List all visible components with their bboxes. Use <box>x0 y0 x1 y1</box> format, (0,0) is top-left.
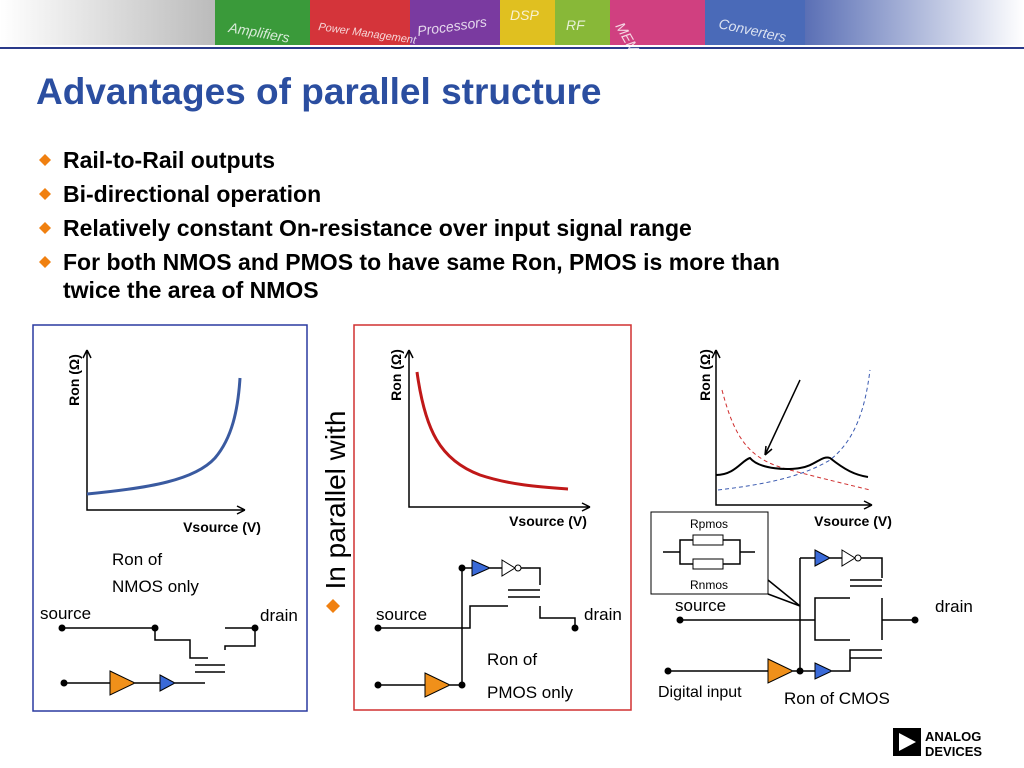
panel-pmos-circle <box>514 564 522 572</box>
panel-cmos-path <box>668 557 915 672</box>
bullet-markers-path <box>39 222 51 234</box>
y-label: Ron (Ω) <box>66 354 82 406</box>
connector: In parallel with <box>320 411 351 590</box>
drain-label: drain <box>935 597 973 616</box>
panel-pmos-path <box>501 559 516 577</box>
panel-nmos-path <box>82 349 246 515</box>
panel-pmos-path <box>378 567 576 686</box>
bullet-markers-path <box>39 256 51 268</box>
panel-cmos-path <box>814 662 834 680</box>
panel-nmos-circle <box>251 624 259 632</box>
panel-pmos-path <box>415 371 569 491</box>
logo-text: ANALOG <box>925 729 981 744</box>
banner-labels-text: DSP <box>510 7 539 23</box>
banner-rect <box>500 0 555 45</box>
bullets-text: Relatively constant On-resistance over i… <box>63 215 692 241</box>
inset-label: Rpmos <box>690 517 728 531</box>
panel-pmos-circle <box>374 681 382 689</box>
banner-rect <box>610 0 705 45</box>
panel-pmos-circle <box>458 681 466 689</box>
banner-rect <box>215 0 310 45</box>
source-label: source <box>376 605 427 624</box>
panel-nmos-path <box>62 627 256 684</box>
panel-cmos-circle <box>664 667 672 675</box>
panel-cmos-circle <box>796 667 804 675</box>
banner-rect <box>805 0 1024 45</box>
panel-nmos-path <box>86 377 242 496</box>
panel-cmos-path <box>711 349 873 510</box>
y-label: Ron (Ω) <box>697 349 713 401</box>
panel-cmos-rect <box>650 511 769 595</box>
panel-pmos-path <box>424 672 452 698</box>
panel-nmos-path <box>109 670 137 696</box>
x-label: Vsource (V) <box>509 513 587 529</box>
banner-rect <box>0 0 215 45</box>
banner-rect <box>555 0 610 45</box>
panel-cmos-path <box>715 456 869 478</box>
x-label: Vsource (V) <box>183 519 261 535</box>
panel-pmos-path <box>404 349 591 512</box>
logo <box>893 728 921 756</box>
panel-cmos-path <box>767 658 795 684</box>
logo-text: DEVICES <box>925 744 982 759</box>
banner-labels-text: RF <box>566 17 586 33</box>
banner-rect <box>410 0 500 45</box>
source-label: source <box>675 596 726 615</box>
inset-label: Rnmos <box>690 578 728 592</box>
bullets: Rail-to-Rail outputs Bi-directional oper… <box>63 147 780 303</box>
panel-cmos-path <box>717 369 871 491</box>
bullet-markers-path <box>39 154 51 166</box>
panel-cmos-rect <box>692 558 724 570</box>
input-label: Digital input <box>658 684 742 701</box>
panel-nmos-rect <box>32 324 308 712</box>
panel-pmos-circle <box>374 624 382 632</box>
panel-pmos-circle <box>571 624 579 632</box>
panel-cmos-circle <box>676 616 684 624</box>
bullets-text: Rail-to-Rail outputs <box>63 147 275 173</box>
caption: Ron of CMOS <box>784 689 890 708</box>
panel-pmos <box>353 324 632 711</box>
panel-cmos-path <box>663 539 801 607</box>
panel-pmos-rect <box>353 324 632 711</box>
panel-cmos-path <box>764 379 801 456</box>
connector-marker <box>326 599 340 613</box>
banner-rect <box>705 0 805 45</box>
panel-cmos-circle <box>854 554 862 562</box>
title: Advantages of parallel structure <box>36 71 601 112</box>
bullet-markers-path <box>39 188 51 200</box>
panel-cmos-path <box>841 549 856 567</box>
panel-cmos <box>650 349 919 684</box>
panel-cmos-rect <box>692 534 724 546</box>
source-label: source <box>40 604 91 623</box>
drain-label: drain <box>260 606 298 625</box>
banner-rect <box>310 0 410 45</box>
y-label: Ron (Ω) <box>388 349 404 401</box>
panel-nmos-circle <box>58 624 66 632</box>
caption: Ron of <box>487 650 537 669</box>
panel-nmos-circle <box>60 679 68 687</box>
panel-cmos-path <box>814 549 832 567</box>
panel-cmos-circle <box>911 616 919 624</box>
panel-nmos <box>32 324 308 712</box>
caption: Ron of <box>112 550 162 569</box>
bullets-text: Bi-directional operation <box>63 181 321 207</box>
bullet-markers <box>39 154 51 268</box>
drain-label: drain <box>584 605 622 624</box>
panel-pmos-circle <box>458 564 466 572</box>
panel-pmos-path <box>471 559 492 577</box>
panel-cmos-path <box>721 389 871 491</box>
banner <box>0 0 1024 49</box>
x-label: Vsource (V) <box>814 513 892 529</box>
panel-nmos-path <box>159 674 177 692</box>
bullets-text: twice the area of NMOS <box>63 277 319 303</box>
panel-nmos-circle <box>151 624 159 632</box>
bullets-text: For both NMOS and PMOS to have same Ron,… <box>63 249 780 275</box>
logo-path <box>899 733 916 751</box>
caption: PMOS only <box>487 683 573 702</box>
caption: NMOS only <box>112 577 199 596</box>
